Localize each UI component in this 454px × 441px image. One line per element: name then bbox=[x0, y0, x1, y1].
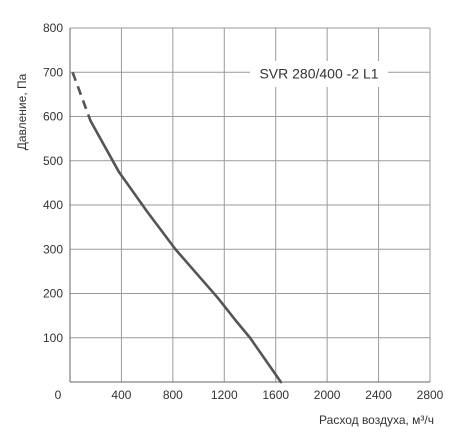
x-tick-labels: 0 400 800 1200 1600 2000 2400 2800 bbox=[55, 388, 444, 402]
x-tick-label-2000: 2000 bbox=[314, 388, 341, 402]
model-label-box bbox=[250, 61, 388, 87]
y-tick-labels: 100 200 300 400 500 600 700 800 bbox=[43, 21, 63, 345]
y-tick-label-200: 200 bbox=[43, 287, 63, 301]
y-tick-label-800: 800 bbox=[43, 21, 63, 35]
y-tick-label-100: 100 bbox=[43, 331, 63, 345]
y-tick-label-600: 600 bbox=[43, 110, 63, 124]
x-tick-label-2800: 2800 bbox=[417, 388, 444, 402]
x-tick-label-800: 800 bbox=[163, 388, 183, 402]
x-tick-label-2400: 2400 bbox=[365, 388, 392, 402]
x-tick-label-1200: 1200 bbox=[211, 388, 238, 402]
model-label: SVR 280/400 -2 L1 bbox=[259, 66, 378, 82]
x-tick-label-1600: 1600 bbox=[262, 388, 289, 402]
series bbox=[71, 71, 283, 384]
y-tick-label-700: 700 bbox=[43, 65, 63, 79]
axes bbox=[69, 28, 430, 383]
y-tick-label-400: 400 bbox=[43, 198, 63, 212]
x-axis-label: Расход воздуха, м³/ч bbox=[319, 413, 434, 427]
x-tick-label-400: 400 bbox=[111, 388, 131, 402]
y-tick-label-500: 500 bbox=[43, 154, 63, 168]
series-0-dashed-segment bbox=[71, 71, 92, 122]
series-0-curve bbox=[89, 119, 283, 384]
y-tick-label-300: 300 bbox=[43, 242, 63, 256]
y-axis-label: Давление, Па bbox=[15, 73, 29, 150]
x-tick-label-0: 0 bbox=[55, 388, 62, 402]
